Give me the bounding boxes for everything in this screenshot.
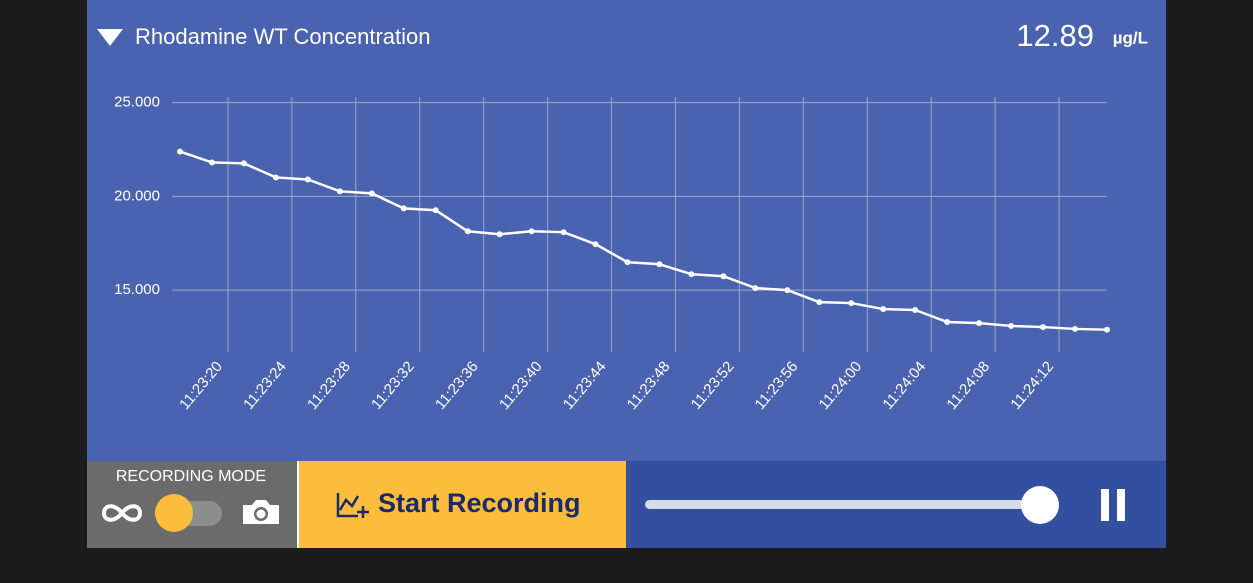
data-point — [528, 228, 535, 235]
data-point — [656, 261, 663, 268]
data-point — [1104, 326, 1110, 333]
data-point — [368, 190, 375, 197]
y-tick-label: 25.000 — [114, 94, 160, 111]
data-point — [592, 241, 599, 248]
data-point — [432, 207, 439, 214]
mode-switch-knob[interactable] — [155, 494, 193, 532]
data-point — [944, 319, 951, 325]
data-point — [880, 306, 887, 313]
data-point — [304, 176, 311, 183]
data-point — [177, 148, 183, 155]
panel-title: Rhodamine WT Concentration — [135, 24, 431, 49]
data-point — [816, 299, 823, 306]
data-point — [560, 229, 567, 236]
data-point — [1008, 322, 1015, 329]
data-point — [848, 300, 855, 307]
chart-panel — [87, 0, 1166, 461]
collapse-toggle[interactable] — [97, 29, 123, 46]
record-button-label[interactable]: Start Recording — [378, 488, 581, 518]
data-point — [752, 285, 759, 292]
y-tick-label: 15.000 — [114, 281, 160, 298]
record-icon — [336, 493, 369, 518]
data-point — [912, 307, 919, 313]
slider-track[interactable] — [645, 500, 1040, 509]
data-point — [1040, 324, 1047, 331]
data-point — [400, 205, 407, 212]
pause-button[interactable] — [1101, 489, 1125, 521]
data-point — [720, 273, 727, 280]
current-value: 12.89 — [1016, 18, 1094, 53]
slider-knob[interactable] — [1021, 486, 1059, 524]
separator — [297, 461, 299, 548]
data-point — [688, 271, 695, 278]
mode-label: RECORDING MODE — [116, 468, 266, 485]
current-unit: µg/L — [1113, 28, 1148, 47]
data-point — [624, 259, 631, 266]
data-point — [336, 188, 343, 195]
continuous-icon[interactable] — [101, 504, 143, 522]
y-tick-label: 20.000 — [114, 187, 160, 204]
data-point — [1072, 325, 1079, 332]
snapshot-icon[interactable] — [243, 500, 279, 524]
data-line — [179, 150, 1108, 331]
data-point — [784, 287, 791, 294]
data-point — [496, 231, 503, 238]
data-point — [208, 159, 215, 166]
data-point — [464, 228, 471, 235]
data-point — [976, 320, 983, 327]
data-point — [272, 174, 279, 181]
data-point — [240, 160, 247, 167]
